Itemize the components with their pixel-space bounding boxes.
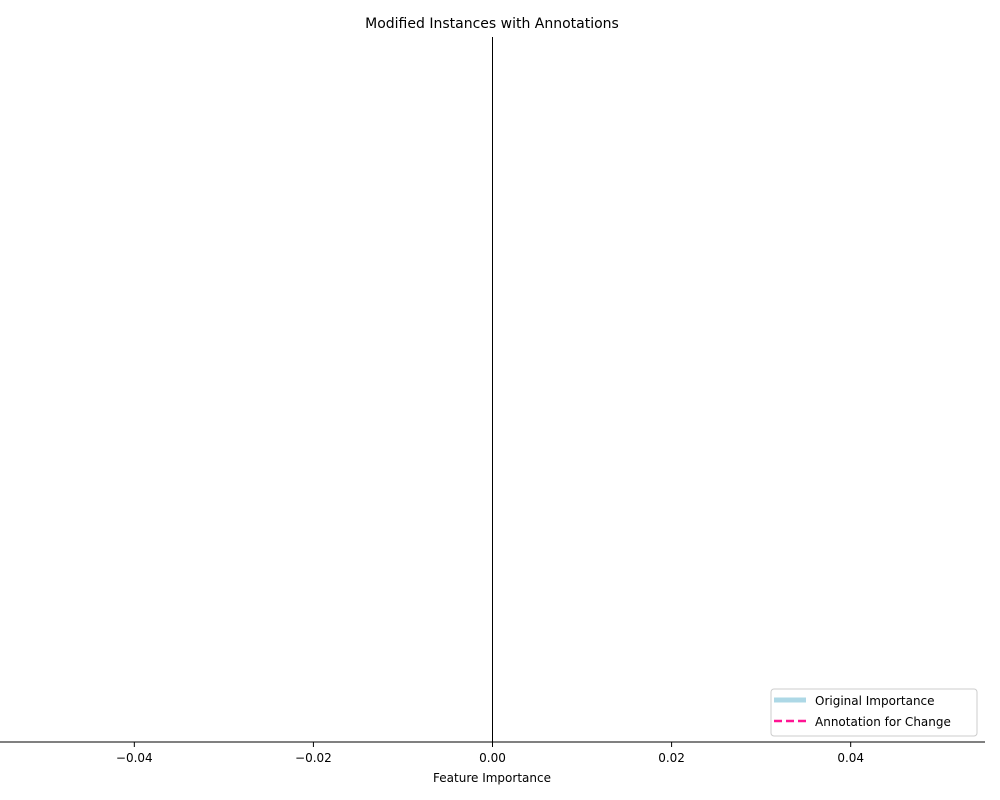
legend-label-original-importance: Original Importance [815, 694, 935, 708]
x-tick-label: −0.04 [116, 751, 153, 765]
legend-box [770, 688, 978, 737]
x-axis-label: Feature Importance [433, 771, 551, 785]
legend-label-annotation-for-change: Annotation for Change [815, 715, 951, 729]
x-axis-ticks: −0.04 −0.02 0.00 0.02 0.04 [116, 742, 864, 765]
legend: Original Importance Annotation for Chang… [770, 688, 978, 737]
x-tick-label: 0.02 [658, 751, 685, 765]
chart-title: Modified Instances with Annotations [365, 16, 619, 32]
x-tick-label: −0.02 [295, 751, 332, 765]
x-tick-label: 0.00 [479, 751, 506, 765]
x-tick-label: 0.04 [837, 751, 864, 765]
